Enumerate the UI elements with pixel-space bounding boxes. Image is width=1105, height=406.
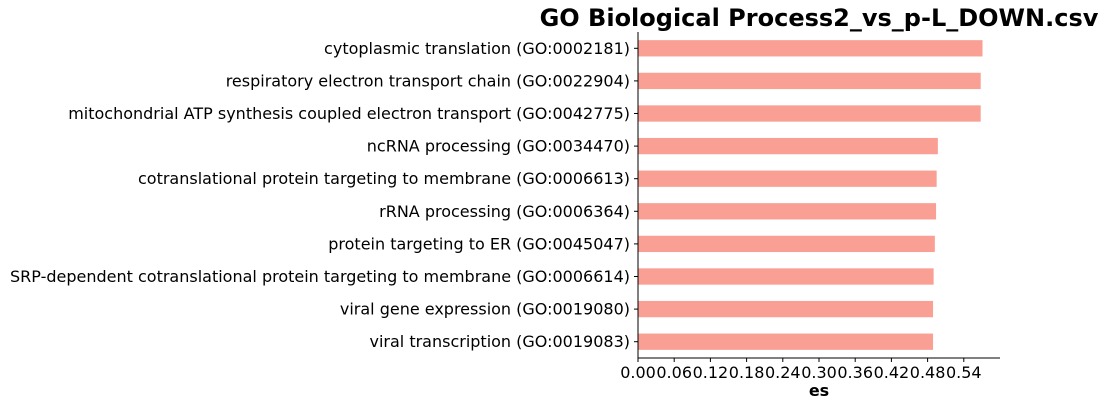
- category-label: protein targeting to ER (GO:0045047): [328, 234, 630, 253]
- category-label: SRP-dependent cotranslational protein ta…: [10, 267, 630, 286]
- x-tick-label: 0.12: [693, 363, 729, 382]
- x-tick-label: 0.54: [946, 363, 982, 382]
- x-tick-label: 0.36: [837, 363, 873, 382]
- x-axis-label: es: [809, 381, 829, 400]
- category-label: viral gene expression (GO:0019080): [340, 300, 630, 319]
- bar: [638, 300, 934, 318]
- x-tick-label: 0.42: [874, 363, 910, 382]
- x-tick-label: 0.30: [801, 363, 837, 382]
- bar: [638, 72, 981, 90]
- bar: [638, 137, 938, 155]
- category-label: rRNA processing (GO:0006364): [379, 202, 630, 221]
- x-ticks-group: 0.00 0.06 0.12 0.18 0.24 0.30 0.36 0.42 0.48 0.54: [620, 358, 982, 382]
- bar: [638, 170, 937, 187]
- bar: [638, 105, 981, 122]
- x-tick-label: 0.48: [910, 363, 946, 382]
- x-tick-label: 0.06: [656, 363, 692, 382]
- category-label: ncRNA processing (GO:0034470): [367, 137, 630, 156]
- bar: [638, 235, 935, 253]
- category-label: cytoplasmic translation (GO:0002181): [324, 39, 630, 58]
- bar: [638, 268, 934, 285]
- bars-group: [638, 40, 983, 350]
- category-label: viral transcription (GO:0019083): [369, 332, 630, 351]
- category-labels-group: cytoplasmic translation (GO:0002181) resp…: [10, 39, 638, 351]
- category-label: mitochondrial ATP synthesis coupled elec…: [68, 104, 630, 123]
- bar: [638, 333, 934, 350]
- x-tick-label: 0.24: [765, 363, 801, 382]
- bar: [638, 203, 937, 220]
- chart-title: GO Biological Process2_vs_p-L_DOWN.csv: [540, 4, 1099, 32]
- bar: [638, 40, 983, 57]
- x-tick-label: 0.00: [620, 363, 656, 382]
- x-tick-label: 0.18: [729, 363, 765, 382]
- category-label: cotranslational protein targeting to mem…: [138, 169, 630, 188]
- category-label: respiratory electron transport chain (GO…: [226, 71, 630, 90]
